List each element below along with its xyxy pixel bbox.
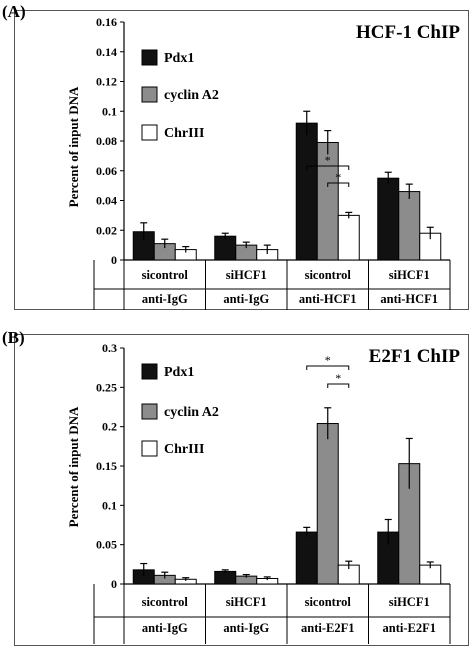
- significance-bracket: [306, 165, 350, 170]
- legend-swatch: [141, 49, 158, 66]
- category-label-line2: anti-E2F1: [383, 621, 436, 635]
- legend-swatch: [141, 440, 158, 457]
- bar-pdx1: [214, 570, 237, 585]
- category-label-line1: sicontrol: [142, 595, 189, 609]
- significance-bracket: [327, 182, 350, 187]
- legend-label: Pdx1: [164, 51, 194, 66]
- y-tick-label: 0.14: [96, 45, 117, 59]
- category-label-line1: sicontrol: [305, 595, 352, 609]
- bar-cyclin-a2: [398, 191, 421, 261]
- bar-pdx1: [295, 531, 318, 585]
- significance-star: *: [335, 170, 341, 184]
- bar-pdx1: [377, 177, 400, 261]
- category-label-line2: anti-IgG: [223, 621, 269, 635]
- y-tick-label: 0.16: [96, 15, 117, 29]
- chart-a: 0 0.02 0.04 0.06 0.08 0.1 0.12 0.14 0.16 sicontro…: [93, 15, 451, 310]
- significance-star: *: [325, 153, 331, 167]
- y-tick-label: 0: [111, 577, 117, 591]
- panel-a-label: (A): [2, 2, 26, 21]
- y-axis-label-a: Percent of input DNA: [66, 86, 81, 207]
- category-label-line2: anti-IgG: [142, 292, 188, 306]
- category-label-line1: siHCF1: [226, 595, 267, 609]
- legend-swatch: [141, 363, 158, 380]
- category-label-line1: sicontrol: [305, 268, 352, 282]
- category-label-line1: sicontrol: [142, 268, 189, 282]
- significance-star: *: [335, 371, 341, 385]
- y-tick-label: 0.05: [96, 538, 117, 552]
- y-tick-label: 0.2: [102, 420, 117, 434]
- category-label-line2: anti-E2F1: [301, 621, 354, 635]
- category-label-line2: anti-IgG: [142, 621, 188, 635]
- legend-label: ChrIII: [164, 442, 204, 457]
- legend-swatch: [141, 403, 158, 420]
- y-axis-label-b: Percent of input DNA: [66, 406, 81, 527]
- category-label-line1: siHCF1: [226, 268, 267, 282]
- bar-cyclin-a2: [316, 423, 339, 585]
- legend-swatch: [141, 86, 158, 103]
- panel-a-frame: [14, 10, 469, 310]
- bar-pdx1: [295, 122, 318, 261]
- category-label-line2: anti-HCF1: [380, 292, 438, 306]
- panel-b-label: (B): [2, 328, 25, 347]
- y-tick-label: 0.1: [102, 104, 117, 118]
- bar-chriii: [337, 214, 360, 261]
- category-label-line1: siHCF1: [389, 268, 430, 282]
- y-tick-label: 0.04: [96, 194, 117, 208]
- chart-b: 0 0.05 0.1 0.15 0.2 0.25 0.3 sicontrol anti-IgG s…: [93, 341, 451, 644]
- category-label-line2: anti-IgG: [223, 292, 269, 306]
- legend-label: Pdx1: [164, 365, 194, 380]
- y-tick-label: 0.1: [102, 498, 117, 512]
- significance-star: *: [325, 353, 331, 367]
- legend-label: cyclin A2: [164, 88, 219, 103]
- panel-b-frame: [14, 334, 469, 646]
- y-tick-label: 0.15: [96, 459, 117, 473]
- category-label-line1: siHCF1: [389, 595, 430, 609]
- chart-title-a: HCF-1 ChIP: [356, 22, 460, 43]
- y-tick-label: 0.02: [96, 223, 117, 237]
- y-tick-label: 0: [111, 253, 117, 267]
- chart-title-b: E2F1 ChIP: [369, 346, 461, 367]
- y-tick-label: 0.06: [96, 164, 117, 178]
- bar-pdx1: [214, 235, 237, 261]
- significance-bracket: [327, 383, 350, 388]
- significance-bracket: [306, 365, 350, 370]
- y-tick-label: 0.12: [96, 75, 117, 89]
- legend-label: cyclin A2: [164, 405, 219, 420]
- category-label-line2: anti-HCF1: [299, 292, 357, 306]
- y-tick-label: 0.25: [96, 380, 117, 394]
- legend-label: ChrIII: [164, 126, 204, 141]
- legend-swatch: [141, 124, 158, 141]
- y-tick-label: 0.3: [102, 341, 117, 355]
- y-tick-label: 0.08: [96, 134, 117, 148]
